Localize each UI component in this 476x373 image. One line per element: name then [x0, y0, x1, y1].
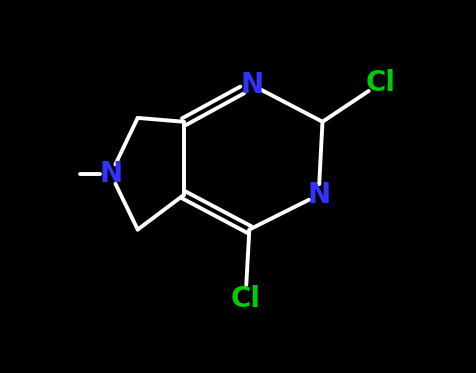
Text: N: N [240, 71, 263, 99]
Text: Cl: Cl [230, 285, 260, 313]
Text: N: N [307, 181, 330, 209]
Text: N: N [99, 160, 122, 188]
Text: Cl: Cl [365, 69, 395, 97]
